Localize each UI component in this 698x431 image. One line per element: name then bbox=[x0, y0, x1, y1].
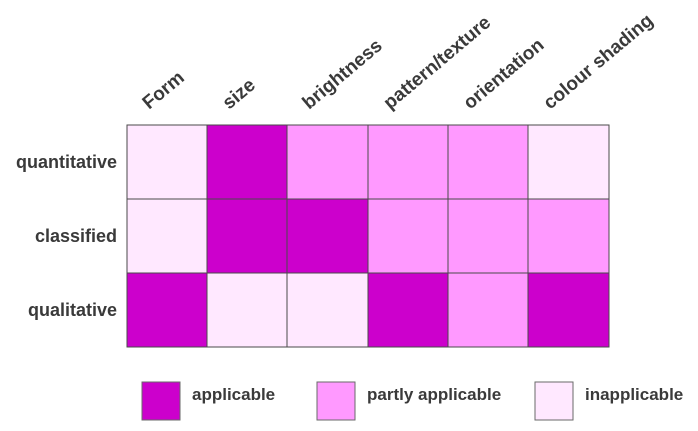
cell-quantitative-colour-shading bbox=[527, 124, 610, 200]
legend: applicable partly applicable inapplicable bbox=[141, 381, 683, 421]
cell-quantitative-brightness bbox=[286, 124, 369, 200]
cell-classified-form bbox=[126, 198, 208, 274]
cell-classified-brightness bbox=[286, 198, 369, 274]
heatmap-cells bbox=[126, 124, 610, 348]
cell-classified-colour-shading bbox=[527, 198, 610, 274]
column-labels: Form size brightnesspattern/textureorienta… bbox=[139, 10, 658, 114]
legend-item-partly-applicable: partly applicable bbox=[316, 381, 501, 421]
legend-swatch-applicable bbox=[141, 381, 181, 421]
cell-qualitative-orientation bbox=[447, 272, 529, 348]
legend-swatch-inapplicable bbox=[534, 381, 574, 421]
legend-label-inapplicable: inapplicable bbox=[585, 385, 683, 404]
cell-qualitative-size bbox=[206, 272, 288, 348]
cell-quantitative-form bbox=[126, 124, 208, 200]
legend-item-inapplicable: inapplicable bbox=[534, 381, 683, 421]
cell-qualitative-pattern-texture bbox=[367, 272, 449, 348]
row-label-classified: classified bbox=[35, 226, 117, 246]
cell-qualitative-brightness bbox=[286, 272, 369, 348]
column-label-form: Form bbox=[139, 67, 189, 114]
legend-label-applicable: applicable bbox=[192, 385, 275, 404]
row-label-qualitative: qualitative bbox=[28, 300, 117, 320]
cell-classified-orientation bbox=[447, 198, 529, 274]
legend-label-partly-applicable: partly applicable bbox=[367, 385, 501, 404]
column-label-colour-shading: colour shading bbox=[540, 10, 658, 114]
row-labels: quantitative classified qualitative bbox=[16, 152, 117, 320]
cell-quantitative-orientation bbox=[447, 124, 529, 200]
cell-quantitative-size bbox=[206, 124, 288, 200]
cell-qualitative-form bbox=[126, 272, 208, 348]
column-label-size: size bbox=[219, 75, 260, 114]
cell-qualitative-colour-shading bbox=[527, 272, 610, 348]
column-label-brightness: brightness bbox=[299, 35, 387, 114]
legend-item-applicable: applicable bbox=[141, 381, 275, 421]
legend-swatch-partly-applicable bbox=[316, 381, 356, 421]
row-label-quantitative: quantitative bbox=[16, 152, 117, 172]
cell-classified-pattern-texture bbox=[367, 198, 449, 274]
cell-quantitative-pattern-texture bbox=[367, 124, 449, 200]
cell-classified-size bbox=[206, 198, 288, 274]
